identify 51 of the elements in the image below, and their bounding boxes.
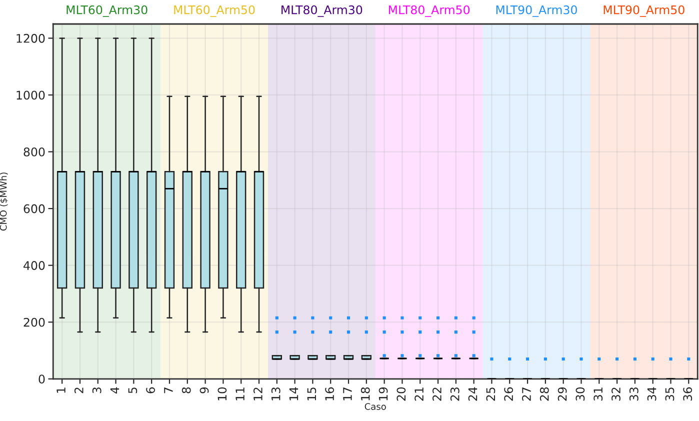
band-label: MLT60_Arm50 [174,5,255,17]
x-axis-title: Caso [364,403,386,410]
x-tick-label: 5 [128,388,138,394]
band-label: MLT90_Arm30 [496,5,577,17]
x-tick-label: 1 [56,388,66,393]
x-tick-label: 29 [558,387,567,401]
band-label: MLT60_Arm30 [66,5,148,17]
x-tick-label: 6 [146,387,156,394]
y-tick-label: 200 [24,318,45,327]
y-tick-label: 800 [24,147,45,156]
y-tick-label: 400 [24,261,45,270]
x-tick-label: 12 [253,388,262,400]
x-tick-label: 28 [540,387,549,401]
x-tick-label: 21 [414,388,424,401]
y-tick-label: 1000 [16,90,45,100]
x-tick-label: 25 [486,388,496,401]
x-tick-label: 3 [92,387,102,394]
x-tick-label: 16 [325,387,334,400]
x-tick-label: 36 [683,387,692,401]
band-label: MLT90_Arm50 [604,5,684,17]
band-label: MLT80_Arm30 [282,5,362,17]
x-tick-label: 34 [647,387,656,401]
x-tick-label: 2 [74,388,84,394]
x-tick-label: 30 [576,387,585,401]
x-tick-label: 10 [218,387,227,400]
x-tick-label: 7 [164,388,173,394]
x-tick-label: 35 [665,388,674,401]
band-label: MLT80_Arm50 [388,5,470,17]
x-tick-label: 15 [307,388,316,400]
y-tick-label: 600 [24,204,45,214]
x-tick-label: 31 [594,388,603,401]
x-tick-label: 8 [182,387,191,394]
x-tick-label: 4 [110,387,120,394]
x-tick-label: 22 [432,388,442,401]
x-tick-label: 13 [271,387,280,400]
x-tick-label: 19 [378,387,388,400]
x-tick-label: 26 [504,387,514,401]
x-tick-label: 20 [396,387,406,401]
x-tick-label: 33 [629,387,638,401]
x-tick-label: 27 [522,388,531,401]
x-tick-label: 11 [236,388,244,400]
x-tick-label: 9 [200,387,209,394]
x-tick-label: 24 [468,387,478,401]
x-tick-label: 18 [360,387,370,400]
y-tick-label: 0 [38,374,45,384]
x-tick-label: 14 [289,387,298,400]
x-tick-label: 23 [450,387,460,401]
y-axis-title: CMO ($MWh) [0,172,8,231]
y-tick-label: 1200 [16,34,45,43]
x-tick-label: 17 [343,388,352,400]
x-tick-label: 32 [612,388,620,401]
